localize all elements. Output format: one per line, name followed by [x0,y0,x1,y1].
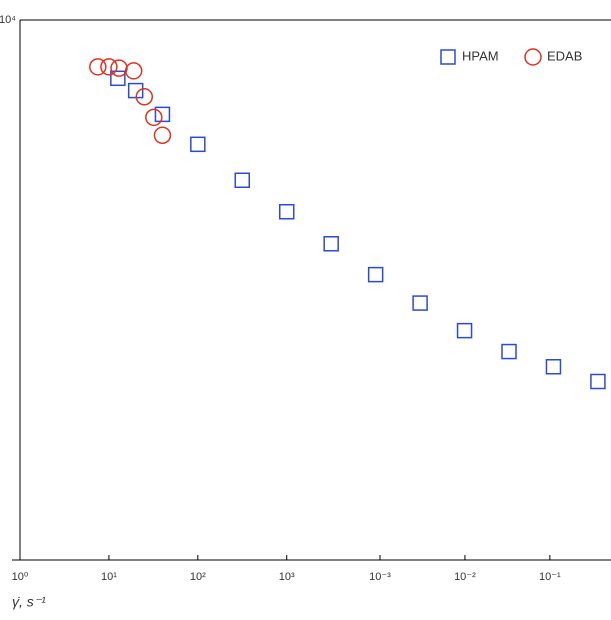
legend-marker [525,49,541,65]
y-tick-label: 10⁴ [0,14,16,26]
hpam-point [235,173,249,187]
edab-point [154,127,170,143]
hpam-point [502,345,516,359]
hpam-point [458,324,472,338]
hpam-point [546,360,560,374]
edab-point [136,89,152,105]
hpam-point [191,137,205,151]
hpam-point [413,296,427,310]
hpam-point [591,375,605,389]
x-tick-label: 10⁻¹ [539,571,561,583]
x-tick-label: 10⁻² [454,571,476,583]
hpam-point [324,237,338,251]
edab-point [111,60,127,76]
x-tick-label: 10¹ [101,571,117,583]
hpam-point [369,268,383,282]
x-tick-label: 10² [190,571,206,583]
x-tick-label: 10³ [279,571,295,583]
edab-point [146,109,162,125]
x-tick-label: 10⁻³ [369,571,391,583]
x-tick-label: 10⁰ [12,571,29,583]
chart: γ̇, s⁻¹ 10⁰ 10¹ 10² 10³ 10⁴ HPAM EDAB 10⁻³ 10⁻² 1… [0,0,611,620]
hpam-point [280,205,294,219]
x-axis-label: γ̇, s⁻¹ [12,594,46,610]
legend-marker [441,50,455,64]
legend-label: EDAB [547,48,582,63]
legend-label: HPAM [462,48,499,63]
edab-point [126,63,142,79]
